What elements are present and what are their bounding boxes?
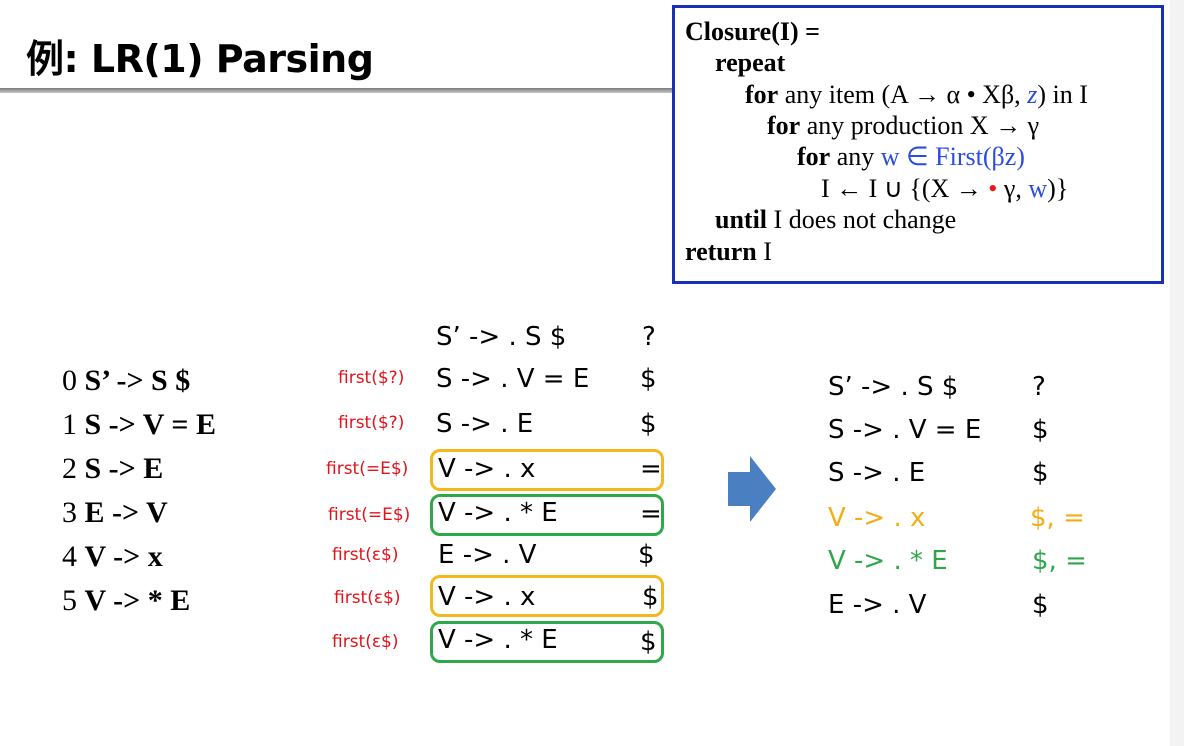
- result-lookahead-5: $: [1032, 590, 1049, 620]
- highlight-green-2: [430, 621, 664, 663]
- first-label-4: first(=E$): [328, 505, 411, 525]
- result-lookahead-1: $: [1032, 415, 1049, 445]
- derivation-lookahead-3: =: [640, 454, 662, 484]
- derivation-lookahead-1: $: [640, 364, 657, 394]
- derivation-lookahead-2: $: [640, 409, 657, 439]
- grammar-rule-3: 3 E -> V: [62, 496, 168, 529]
- derivation-lookahead-0: ?: [642, 322, 656, 352]
- result-item-4: V -> . * E: [828, 546, 948, 576]
- derivation-item-0: S’ -> . S $: [436, 322, 567, 352]
- derivation-item-4: V -> . * E: [438, 498, 558, 528]
- derivation-lookahead-4: =: [640, 499, 662, 529]
- derivation-item-2: S -> . E: [436, 409, 534, 439]
- grammar-rule-1: 1 S -> V = E: [62, 408, 216, 441]
- closure-repeat: repeat: [715, 48, 786, 77]
- derivation-item-5: E -> . V: [438, 540, 537, 570]
- derivation-lookahead-7: $: [640, 627, 657, 657]
- result-item-5: E -> . V: [828, 590, 927, 620]
- result-item-1: S -> . V = E: [828, 415, 982, 445]
- result-lookahead-2: $: [1032, 458, 1049, 488]
- result-item-3: V -> . x: [828, 503, 926, 533]
- first-label-6: first(ε$): [334, 588, 401, 608]
- title-underline: [0, 88, 672, 93]
- derivation-item-7: V -> . * E: [438, 625, 558, 655]
- closure-return: return I: [685, 237, 772, 266]
- derivation-lookahead-6: $: [642, 582, 659, 612]
- grammar-rule-5: 5 V -> * E: [62, 584, 191, 617]
- scrollbar-track[interactable]: [1170, 0, 1184, 746]
- highlight-yellow-1: [430, 449, 664, 491]
- first-label-5: first(ε$): [332, 545, 399, 565]
- closure-for-item: for any item (A → α • Xβ, z) in I: [745, 80, 1088, 109]
- closure-for-production: for any production X → γ: [767, 111, 1040, 140]
- closure-algorithm-box: Closure(I) = repeat for any item (A → α …: [672, 5, 1164, 284]
- first-label-1: first($?): [338, 368, 405, 388]
- derivation-item-1: S -> . V = E: [436, 364, 590, 394]
- result-item-0: S’ -> . S $: [828, 372, 959, 402]
- result-lookahead-3: $, =: [1030, 503, 1085, 533]
- first-label-7: first(ε$): [332, 632, 399, 652]
- grammar-rule-0: 0 S’ -> S $: [62, 364, 191, 397]
- closure-for-first: for any w ∈ First(βz): [797, 142, 1025, 171]
- closure-assign: I ← I ∪ {(X → • γ, w)}: [821, 174, 1069, 203]
- closure-header: Closure(I) =: [685, 17, 820, 46]
- first-label-3: first(=E$): [326, 459, 409, 479]
- derivation-lookahead-5: $: [638, 540, 655, 570]
- highlight-yellow-2: [430, 575, 664, 617]
- grammar-rule-2: 2 S -> E: [62, 452, 164, 485]
- first-label-2: first($?): [338, 413, 405, 433]
- slide-title: 例: LR(1) Parsing: [26, 37, 374, 81]
- result-lookahead-4: $, =: [1032, 546, 1087, 576]
- derivation-item-3: V -> . x: [438, 454, 536, 484]
- closure-until: until I does not change: [715, 205, 957, 234]
- grammar-rule-4: 4 V -> x: [62, 540, 163, 573]
- result-lookahead-0: ?: [1032, 372, 1046, 402]
- highlight-green-1: [430, 494, 664, 536]
- derivation-item-6: V -> . x: [438, 582, 536, 612]
- right-arrow-icon: [728, 456, 776, 522]
- result-item-2: S -> . E: [828, 458, 926, 488]
